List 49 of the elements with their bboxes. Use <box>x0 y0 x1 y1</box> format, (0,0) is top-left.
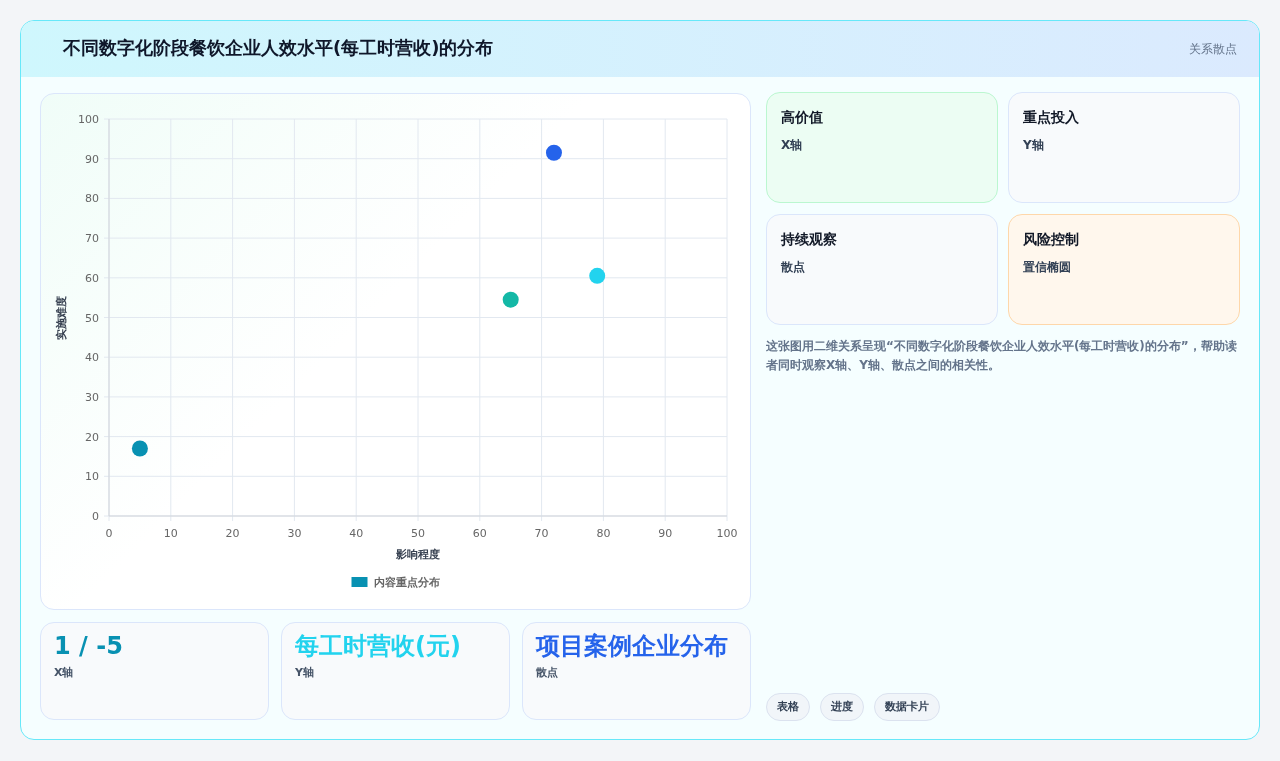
y-tick-label: 10 <box>85 470 99 484</box>
point <box>502 291 519 308</box>
text: 表格 <box>766 693 810 721</box>
text: 这张图用二维关系呈现“不同数字化阶段餐饮企业人效水平(每工时营收)的分布”，帮助读者同时观察X轴、Y轴、散点之间的相关性。 <box>766 338 1238 374</box>
text: 高价值 <box>781 109 823 127</box>
text: 散点 <box>536 665 558 680</box>
y-tick-label: 70 <box>85 232 99 246</box>
y-tick-label: 40 <box>85 351 99 365</box>
text: 置信椭圆 <box>1023 259 1071 276</box>
y-tick-label: 60 <box>85 271 99 285</box>
text: 项目案例企业分布 <box>536 632 729 660</box>
y-tick-label: 90 <box>85 152 99 166</box>
x-tick-label: 20 <box>225 527 240 540</box>
x-tick-label: 50 <box>411 527 425 540</box>
text: X轴 <box>54 665 74 680</box>
y-tick-label: 30 <box>85 390 99 404</box>
text: 风险控制 <box>1023 231 1079 249</box>
x-tick-label: 30 <box>287 527 302 540</box>
chart-title: 不同数字化阶段餐饮企业人效水平(每工时营收)的分布 <box>63 36 494 60</box>
text: Y轴 <box>1023 137 1044 154</box>
text: 散点 <box>781 259 805 276</box>
text: Y轴 <box>295 665 314 680</box>
text: 关系散点 <box>1189 41 1237 58</box>
text: 每工时营收(元) <box>295 632 462 660</box>
y-tick-label: 0 <box>92 510 99 523</box>
text: 数据卡片 <box>874 693 940 721</box>
text: 重点投入 <box>1023 109 1079 127</box>
point <box>589 267 606 284</box>
legend-label: 内容重点分布 <box>373 576 440 589</box>
point <box>545 144 562 161</box>
text: X轴 <box>781 137 803 154</box>
y-tick-label: 50 <box>85 311 99 325</box>
x-tick-label: 100 <box>716 527 738 540</box>
x-tick-label: 0 <box>105 527 113 540</box>
point <box>131 440 148 457</box>
x-axis-title: 影响程度 <box>395 548 440 561</box>
x-tick-label: 40 <box>349 527 364 540</box>
x-tick-label: 90 <box>658 527 673 540</box>
x-tick-label: 10 <box>163 527 178 540</box>
x-tick-label: 60 <box>472 527 487 540</box>
x-tick-label: 70 <box>534 527 549 540</box>
y-tick-label: 80 <box>85 192 99 206</box>
x-tick-label: 80 <box>596 527 611 540</box>
y-tick-label: 100 <box>78 113 99 126</box>
y-tick-label: 20 <box>85 430 99 444</box>
text: 持续观察 <box>781 231 837 249</box>
y-axis-title: 实施难度 <box>55 295 68 340</box>
text: 进度 <box>820 693 864 721</box>
text: 1 / -5 <box>54 632 124 660</box>
